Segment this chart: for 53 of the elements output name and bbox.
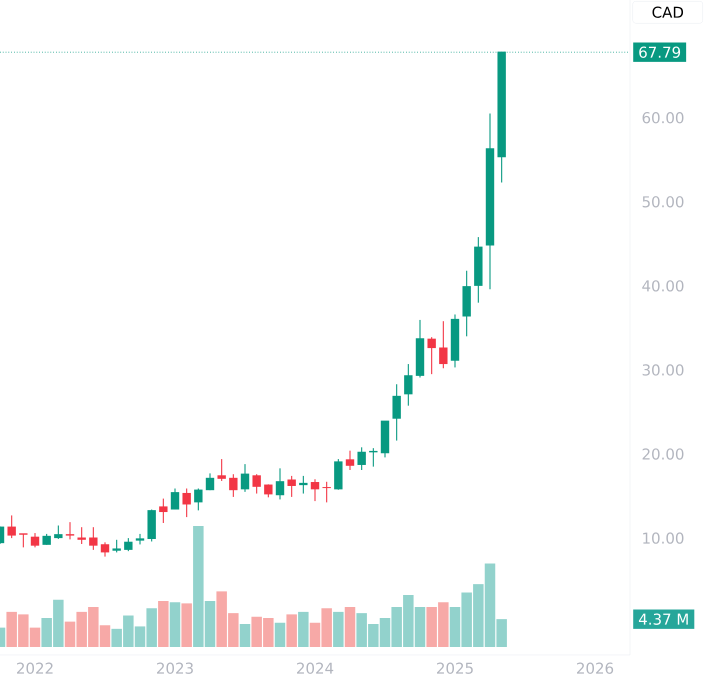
ref-line-label: 67.79 (639, 46, 680, 58)
x-tick-label: 2022 (17, 662, 53, 674)
text: CAD (652, 6, 684, 18)
candlestick (322, 481, 331, 503)
bar (333, 612, 344, 647)
x-tick-label: 2024 (297, 662, 334, 674)
candlestick (182, 488, 191, 518)
bar (170, 602, 180, 647)
bar (181, 603, 192, 647)
candlestick (392, 384, 401, 442)
bar (158, 601, 169, 647)
candlestick (310, 478, 320, 502)
y-tick-label: 20.00 (642, 448, 684, 460)
candlestick (42, 533, 51, 546)
candlestick (287, 475, 296, 498)
y-tick-label: 40.00 (642, 280, 684, 292)
candlestick (159, 498, 168, 524)
candlestick (217, 458, 226, 482)
text: 4.37 M (638, 613, 688, 625)
candlestick (264, 484, 273, 498)
candlestick (124, 538, 133, 552)
candlestick (427, 336, 436, 375)
candlestick (357, 446, 366, 471)
x-tick-label: 2023 (157, 662, 193, 674)
bar (344, 607, 356, 647)
x-tick-label: 2026 (577, 662, 614, 674)
bar (286, 614, 297, 647)
candlestick (276, 468, 284, 500)
candlestick (240, 464, 250, 492)
y-tick-label: 60.00 (642, 112, 684, 124)
candlestick (54, 524, 63, 540)
bar (240, 624, 250, 647)
candlestick (89, 526, 98, 550)
bar (274, 622, 286, 647)
candlestick (7, 514, 16, 539)
candlestick (66, 522, 74, 540)
candlestick (369, 448, 378, 468)
candlestick (252, 474, 261, 494)
y-tick-label: 50.00 (642, 196, 684, 208)
y-tick-label: 30.00 (642, 364, 684, 376)
y-tick-label: 10.00 (643, 532, 684, 544)
candlestick (100, 542, 110, 558)
candlestick (30, 532, 40, 548)
candlestick (439, 320, 448, 369)
candlestick (194, 488, 203, 511)
candlestick (346, 450, 354, 471)
candlestick (206, 472, 214, 491)
candlestick (77, 526, 86, 545)
x-tick-label: 2025 (437, 662, 473, 674)
candlestick (170, 488, 180, 510)
candlestick (229, 474, 238, 498)
bar (298, 612, 309, 647)
candlestick (404, 364, 413, 406)
